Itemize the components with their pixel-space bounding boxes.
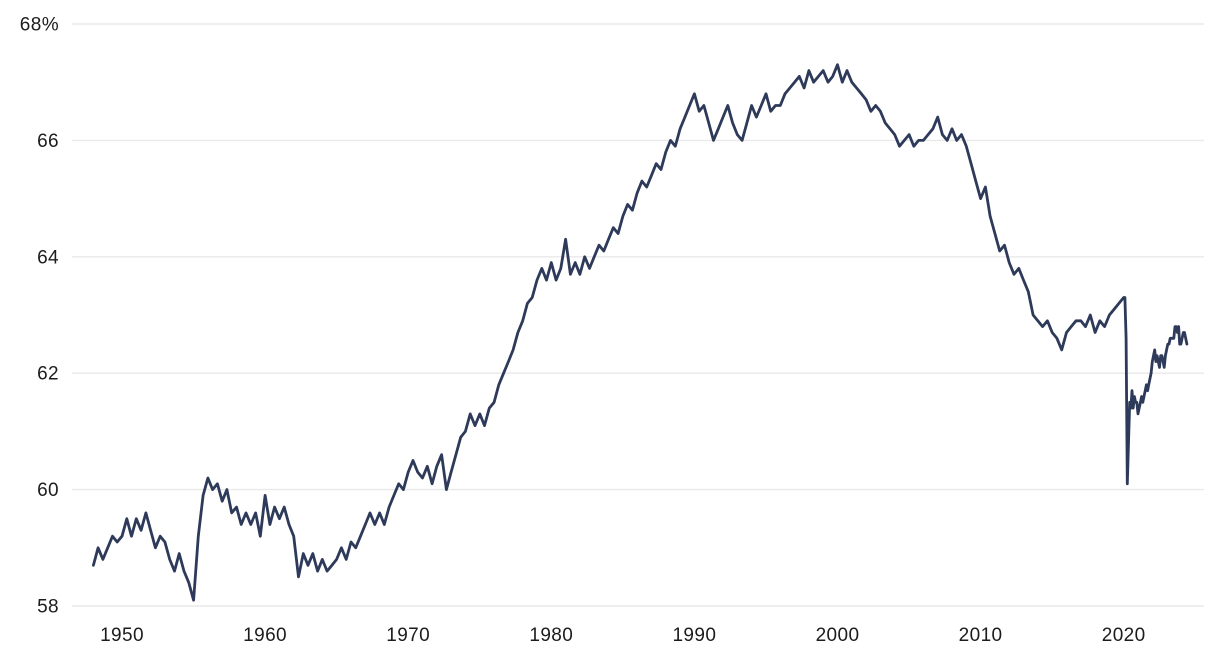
x-axis-labels: 1950 1960 1970 1980 1990 2000 2010 2020 <box>100 625 1146 646</box>
x-tick-label: 2010 <box>959 625 1003 646</box>
x-tick-label: 1990 <box>672 625 716 646</box>
gridlines <box>72 23 1204 607</box>
x-tick-label: 1970 <box>386 625 430 646</box>
x-tick-label: 2020 <box>1102 625 1146 646</box>
x-tick-label: 1960 <box>243 625 287 646</box>
y-tick-label: 62 <box>37 364 59 385</box>
y-tick-label: 68% <box>20 15 59 36</box>
y-tick-label: 66 <box>37 131 59 152</box>
data-line <box>92 63 1189 602</box>
x-tick-label: 1980 <box>529 625 573 646</box>
y-tick-label: 64 <box>37 247 59 268</box>
x-tick-label: 1950 <box>100 625 144 646</box>
y-axis-labels: 68% 66 64 62 60 58 <box>20 15 59 618</box>
y-tick-label: 58 <box>37 597 59 618</box>
y-tick-label: 60 <box>37 480 59 501</box>
x-tick-label: 2000 <box>816 625 860 646</box>
